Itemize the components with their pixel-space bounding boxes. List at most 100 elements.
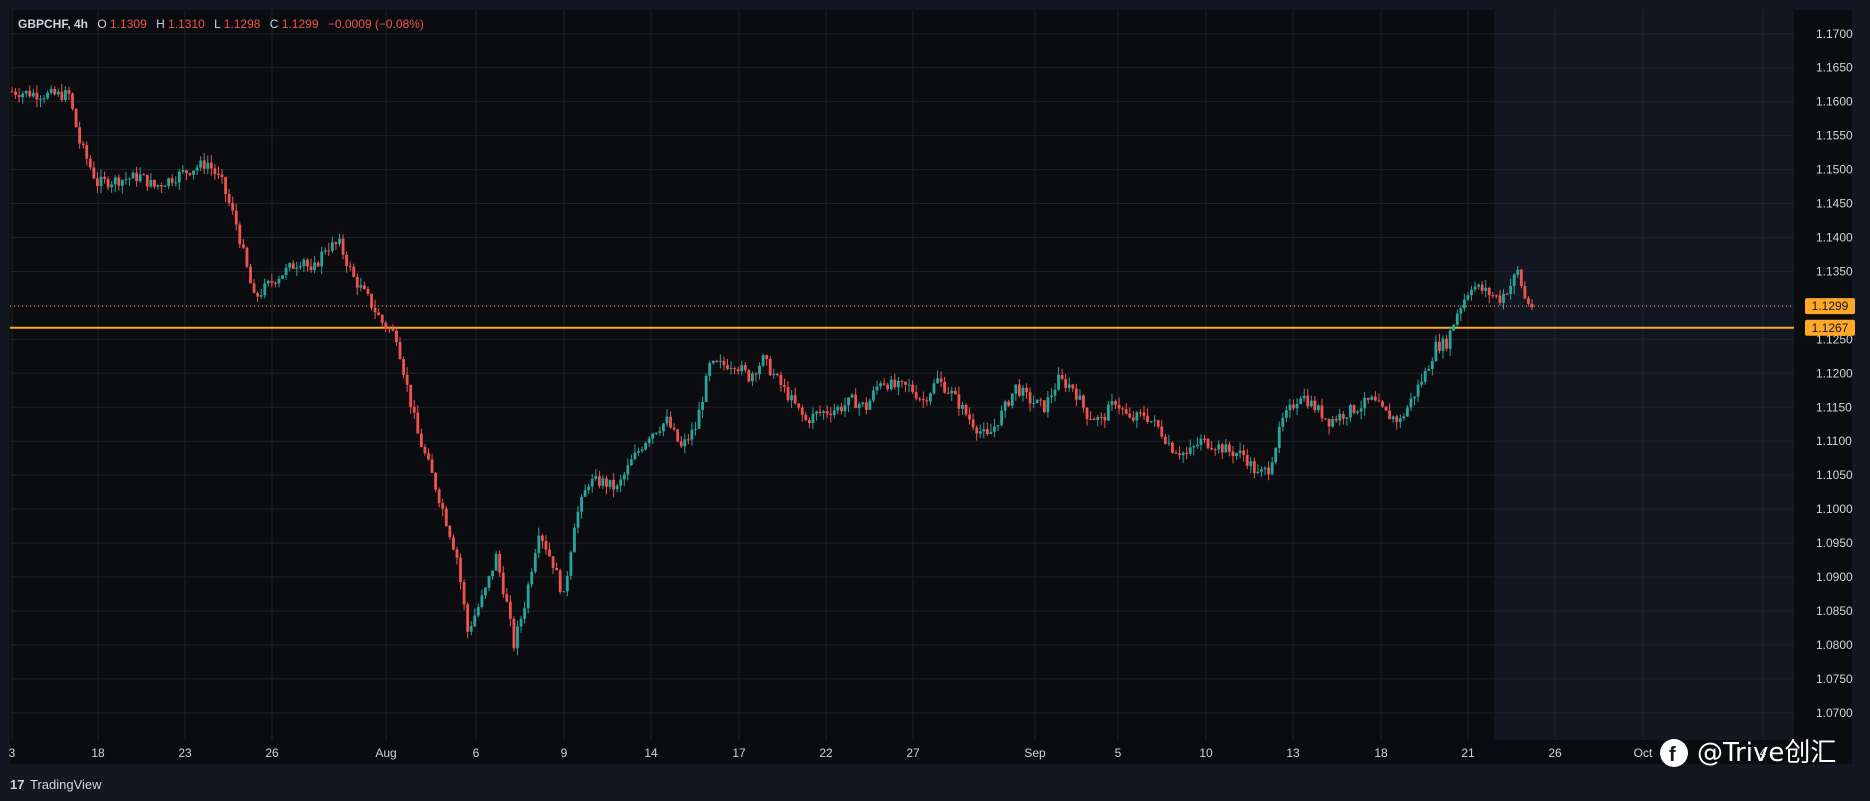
candle-108[interactable]: [395, 326, 398, 346]
candle-249[interactable]: [896, 377, 900, 396]
candle-0[interactable]: [10, 86, 14, 93]
price-axis-panel[interactable]: [1794, 10, 1852, 764]
candle-377[interactable]: [1352, 404, 1356, 415]
plot-area[interactable]: [10, 10, 1494, 764]
candle-66[interactable]: [245, 246, 249, 269]
candle-257[interactable]: [925, 396, 929, 406]
candle-112[interactable]: [409, 384, 413, 414]
candle-86[interactable]: [316, 260, 320, 268]
candle-196[interactable]: [708, 360, 712, 382]
candle-150[interactable]: [544, 535, 548, 555]
candle-58[interactable]: [217, 166, 220, 179]
candle-351[interactable]: [1260, 466, 1263, 477]
candle-320[interactable]: [1149, 420, 1153, 424]
candle-78[interactable]: [288, 262, 292, 271]
candle-401[interactable]: [1438, 333, 1441, 354]
candle-289[interactable]: [1039, 397, 1043, 407]
candle-340[interactable]: [1220, 442, 1224, 459]
candle-160[interactable]: [580, 494, 583, 519]
candle-36[interactable]: [138, 167, 142, 184]
candle-151[interactable]: [548, 542, 551, 557]
candle-62[interactable]: [231, 196, 235, 215]
candle-418[interactable]: [1498, 290, 1502, 306]
candle-246[interactable]: [886, 383, 890, 392]
candle-278[interactable]: [1000, 405, 1004, 427]
candle-34[interactable]: [131, 170, 135, 179]
candle-270[interactable]: [971, 413, 975, 431]
candle-221[interactable]: [797, 403, 801, 411]
candle-109[interactable]: [398, 337, 402, 360]
candle-333[interactable]: [1195, 437, 1199, 449]
candle-142[interactable]: [516, 620, 519, 656]
candle-275[interactable]: [989, 423, 993, 435]
tradingview-logo[interactable]: 17 TradingView: [10, 777, 102, 792]
candle-326[interactable]: [1171, 441, 1174, 454]
candle-16[interactable]: [67, 86, 71, 100]
candle-90[interactable]: [330, 236, 334, 254]
candle-414[interactable]: [1484, 279, 1488, 298]
candle-417[interactable]: [1495, 294, 1498, 299]
candle-396[interactable]: [1420, 374, 1424, 388]
candle-97[interactable]: [355, 273, 359, 296]
candle-219[interactable]: [790, 390, 793, 409]
candle-214[interactable]: [772, 368, 776, 379]
candle-259[interactable]: [932, 379, 936, 395]
candle-274[interactable]: [985, 422, 989, 436]
candle-335[interactable]: [1203, 434, 1206, 443]
candle-119[interactable]: [434, 471, 438, 493]
candle-19[interactable]: [78, 121, 82, 149]
candle-37[interactable]: [142, 173, 146, 176]
candle-110[interactable]: [402, 356, 405, 379]
candle-42[interactable]: [160, 182, 163, 193]
candle-35[interactable]: [135, 166, 138, 187]
candle-363[interactable]: [1302, 388, 1306, 402]
candle-384[interactable]: [1377, 393, 1381, 402]
candle-171[interactable]: [619, 474, 623, 493]
candle-375[interactable]: [1345, 416, 1349, 426]
candle-172[interactable]: [622, 472, 626, 487]
candle-165[interactable]: [597, 470, 601, 489]
candle-153[interactable]: [555, 562, 559, 571]
candle-20[interactable]: [81, 140, 85, 149]
candle-25[interactable]: [99, 169, 103, 193]
candle-227[interactable]: [818, 405, 822, 417]
candle-402[interactable]: [1441, 335, 1445, 359]
candle-75[interactable]: [277, 275, 281, 288]
candle-156[interactable]: [565, 571, 569, 597]
candle-385[interactable]: [1381, 400, 1384, 408]
candle-95[interactable]: [348, 261, 352, 272]
candle-194[interactable]: [701, 396, 704, 418]
candle-415[interactable]: [1487, 286, 1491, 304]
candle-373[interactable]: [1338, 409, 1342, 426]
candle-314[interactable]: [1128, 407, 1132, 419]
candle-282[interactable]: [1014, 384, 1018, 401]
candle-28[interactable]: [110, 181, 114, 193]
candle-136[interactable]: [494, 551, 498, 571]
candle-361[interactable]: [1295, 398, 1299, 415]
candle-310[interactable]: [1114, 399, 1117, 409]
candle-111[interactable]: [405, 367, 409, 392]
candle-421[interactable]: [1509, 278, 1513, 300]
candle-124[interactable]: [452, 534, 455, 551]
candle-210[interactable]: [758, 362, 761, 380]
candle-163[interactable]: [590, 474, 594, 493]
candle-309[interactable]: [1110, 393, 1114, 411]
candle-17[interactable]: [71, 92, 74, 111]
candle-49[interactable]: [185, 169, 188, 181]
candle-305[interactable]: [1096, 414, 1100, 427]
candle-397[interactable]: [1423, 367, 1427, 385]
candle-235[interactable]: [847, 397, 850, 413]
candle-297[interactable]: [1067, 377, 1071, 392]
candle-279[interactable]: [1003, 399, 1007, 419]
candle-141[interactable]: [512, 616, 516, 652]
candle-178[interactable]: [644, 441, 648, 451]
candle-184[interactable]: [665, 408, 669, 427]
candle-349[interactable]: [1252, 457, 1256, 479]
candle-308[interactable]: [1106, 401, 1110, 421]
candle-133[interactable]: [484, 586, 487, 600]
candle-213[interactable]: [768, 355, 772, 377]
candle-149[interactable]: [540, 533, 544, 549]
candle-5[interactable]: [28, 85, 32, 98]
candle-46[interactable]: [174, 176, 178, 187]
candle-92[interactable]: [338, 233, 341, 247]
